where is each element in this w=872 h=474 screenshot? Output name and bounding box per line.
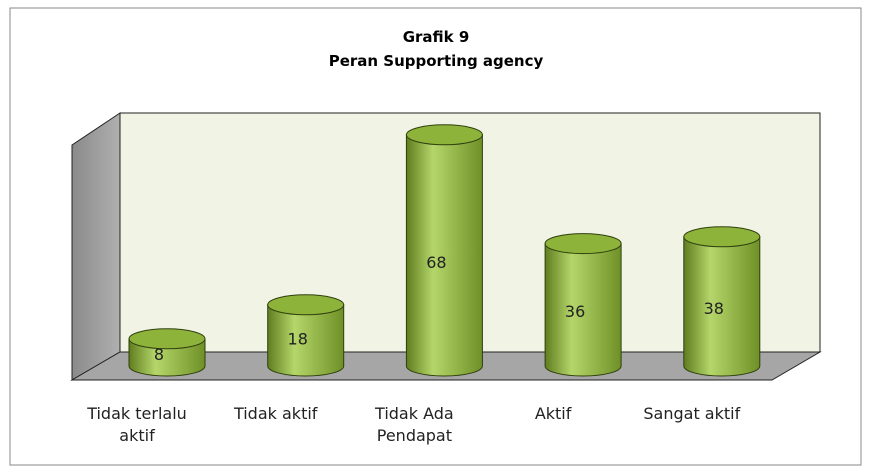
cylinder-body <box>544 243 622 377</box>
chart-title: Grafik 9 <box>403 28 470 46</box>
x-tick-label: Sangat aktif <box>643 404 741 423</box>
x-tick-label: Tidak aktif <box>233 404 318 423</box>
cylinder-body <box>683 236 761 377</box>
x-tick-label: Tidak terlalu aktif <box>87 404 187 445</box>
bar <box>544 233 622 377</box>
side-wall <box>71 112 121 381</box>
data-label: 8 <box>154 345 164 364</box>
bar <box>683 226 761 377</box>
bar <box>405 124 483 377</box>
cylinder-top <box>128 328 206 350</box>
cylinder-body <box>405 134 483 377</box>
cylinder-top <box>544 233 622 255</box>
chart-subtitle: Peran Supporting agency <box>329 52 544 70</box>
data-label: 38 <box>704 299 724 318</box>
cylinder-body <box>128 338 206 377</box>
cylinder-body <box>267 304 345 377</box>
cylinder-top <box>683 226 761 248</box>
bar <box>267 294 345 377</box>
cylinder-top <box>405 124 483 146</box>
data-label: 36 <box>565 302 585 321</box>
data-label: 68 <box>426 253 446 272</box>
data-label: 18 <box>288 329 308 348</box>
x-tick-label: Tidak Ada Pendapat <box>375 404 454 445</box>
bar <box>128 328 206 377</box>
cylinder-top <box>267 294 345 316</box>
x-tick-label: Aktif <box>534 404 572 423</box>
